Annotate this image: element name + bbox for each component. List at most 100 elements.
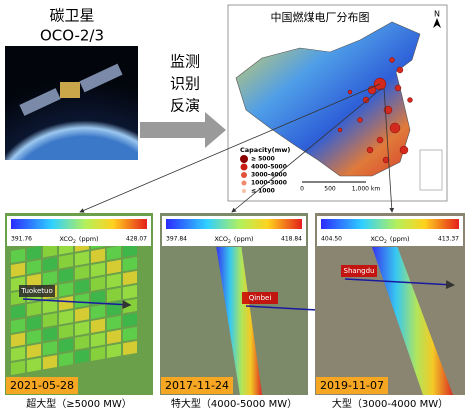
plant-dot bbox=[389, 122, 401, 134]
panel-caption: 超大型（≥5000 MW） bbox=[26, 397, 132, 410]
xco2-pixel bbox=[59, 282, 73, 297]
satellite-mission: OCO-2/3 bbox=[40, 27, 104, 45]
date-box bbox=[161, 377, 233, 394]
xco2-pixel bbox=[59, 296, 73, 311]
xco2-pixel bbox=[43, 256, 57, 272]
process-label: 识别 bbox=[170, 75, 200, 93]
xco2-pixel bbox=[91, 318, 105, 333]
xco2-pixel bbox=[43, 340, 57, 356]
xco2-pixel bbox=[11, 346, 25, 362]
plant-dot bbox=[383, 105, 393, 115]
site-label: Shangdu bbox=[344, 267, 375, 275]
label-unit: (ppm) bbox=[234, 235, 254, 243]
xco2-pixel bbox=[75, 349, 89, 364]
xco2-pixel bbox=[27, 357, 41, 373]
date-box bbox=[6, 377, 78, 394]
xco2-pixel bbox=[107, 245, 121, 261]
xco2-pixel bbox=[91, 262, 105, 277]
xco2-pixel bbox=[43, 242, 57, 258]
xco2-pixel bbox=[107, 273, 121, 289]
date-box bbox=[316, 377, 388, 394]
xco2-pixel bbox=[123, 326, 137, 342]
xco2-pixel bbox=[75, 279, 89, 294]
xco2-pixel bbox=[123, 256, 137, 272]
xco2-pixel bbox=[11, 360, 25, 376]
site-label: Qinbei bbox=[249, 294, 272, 302]
process-arrow bbox=[140, 112, 226, 148]
label-sub: 2 bbox=[228, 239, 231, 245]
colorbar bbox=[11, 219, 147, 229]
xco2-pixel bbox=[107, 343, 121, 359]
xco2-pixel bbox=[59, 268, 73, 283]
satellite-name: 碳卫星 bbox=[49, 7, 94, 25]
panel-caption: 大型（3000-4000 MW） bbox=[332, 397, 448, 410]
colorbar-max: 413.37 bbox=[438, 236, 459, 243]
wind-arrow bbox=[344, 278, 455, 290]
xco2-pixel bbox=[27, 273, 41, 289]
legend-symbol bbox=[240, 163, 248, 171]
plant-dot bbox=[382, 156, 390, 164]
legend-symbol bbox=[241, 172, 247, 178]
xco2-pixel bbox=[123, 284, 137, 300]
plant-dot bbox=[389, 57, 395, 63]
colorbar-max: 428.07 bbox=[126, 236, 147, 243]
xco2-pixel bbox=[91, 304, 105, 319]
colorbar bbox=[321, 219, 459, 229]
label-main: XCO bbox=[214, 235, 228, 243]
xco2-pixel bbox=[27, 343, 41, 359]
legend-label: ≥ 5000 bbox=[251, 156, 275, 163]
legend-title: Capacity(mw) bbox=[240, 146, 290, 154]
xco2-pixel bbox=[11, 332, 25, 348]
process-label: 监测 bbox=[170, 53, 200, 71]
legend-symbol bbox=[240, 155, 248, 163]
xco2-pixel bbox=[59, 324, 73, 339]
map-title: 中国燃煤电厂分布图 bbox=[271, 10, 370, 24]
panel-caption: 特大型（4000-5000 MW） bbox=[171, 397, 297, 410]
process-label: 反演 bbox=[170, 97, 200, 115]
north-label: N bbox=[434, 10, 440, 19]
xco2-pixel bbox=[43, 326, 57, 342]
legend-symbol bbox=[242, 189, 246, 193]
xco2-pixel bbox=[43, 270, 57, 286]
xco2-pixel bbox=[107, 315, 121, 331]
plant-dot bbox=[347, 89, 353, 95]
site-label-box bbox=[19, 285, 55, 297]
map-inset bbox=[419, 149, 443, 191]
plant-dot bbox=[396, 66, 404, 74]
xco2-pixel bbox=[43, 354, 57, 370]
china-map bbox=[235, 21, 421, 177]
xco2-pixel bbox=[11, 318, 25, 334]
xco2-pixel bbox=[91, 276, 105, 291]
colorbar-label: XCO2 (ppm) bbox=[59, 235, 98, 245]
xco2-pixel bbox=[11, 304, 25, 320]
plant-dot bbox=[362, 96, 370, 104]
xco2-pixel bbox=[107, 301, 121, 317]
xco2-pixel bbox=[27, 315, 41, 331]
xco2-pixel bbox=[107, 259, 121, 275]
wind-arrow bbox=[22, 298, 132, 310]
xco2-pixel bbox=[43, 312, 57, 328]
legend-symbol bbox=[241, 180, 247, 186]
date-label: 2021-05-28 bbox=[10, 379, 74, 392]
xco2-pixel bbox=[11, 248, 25, 264]
plant-dot bbox=[337, 127, 343, 133]
label-main: XCO bbox=[59, 235, 73, 243]
xco2-pixel bbox=[27, 245, 41, 261]
xco2-pixel bbox=[59, 310, 73, 325]
xco2-pixel bbox=[123, 242, 137, 258]
xco2-pixel bbox=[75, 265, 89, 280]
xco2-pixel bbox=[59, 338, 73, 353]
north-arrow bbox=[433, 18, 441, 28]
xco2-pixel bbox=[123, 270, 137, 286]
scale-label: 500 bbox=[324, 186, 336, 193]
colorbar bbox=[166, 219, 302, 229]
site-label-box bbox=[242, 292, 278, 304]
xco2-pixel bbox=[59, 254, 73, 269]
label-sub: 2 bbox=[384, 239, 387, 245]
date-label: 2017-11-24 bbox=[165, 379, 229, 392]
xco2-swath bbox=[372, 247, 453, 395]
xco2-pixel bbox=[27, 259, 41, 275]
